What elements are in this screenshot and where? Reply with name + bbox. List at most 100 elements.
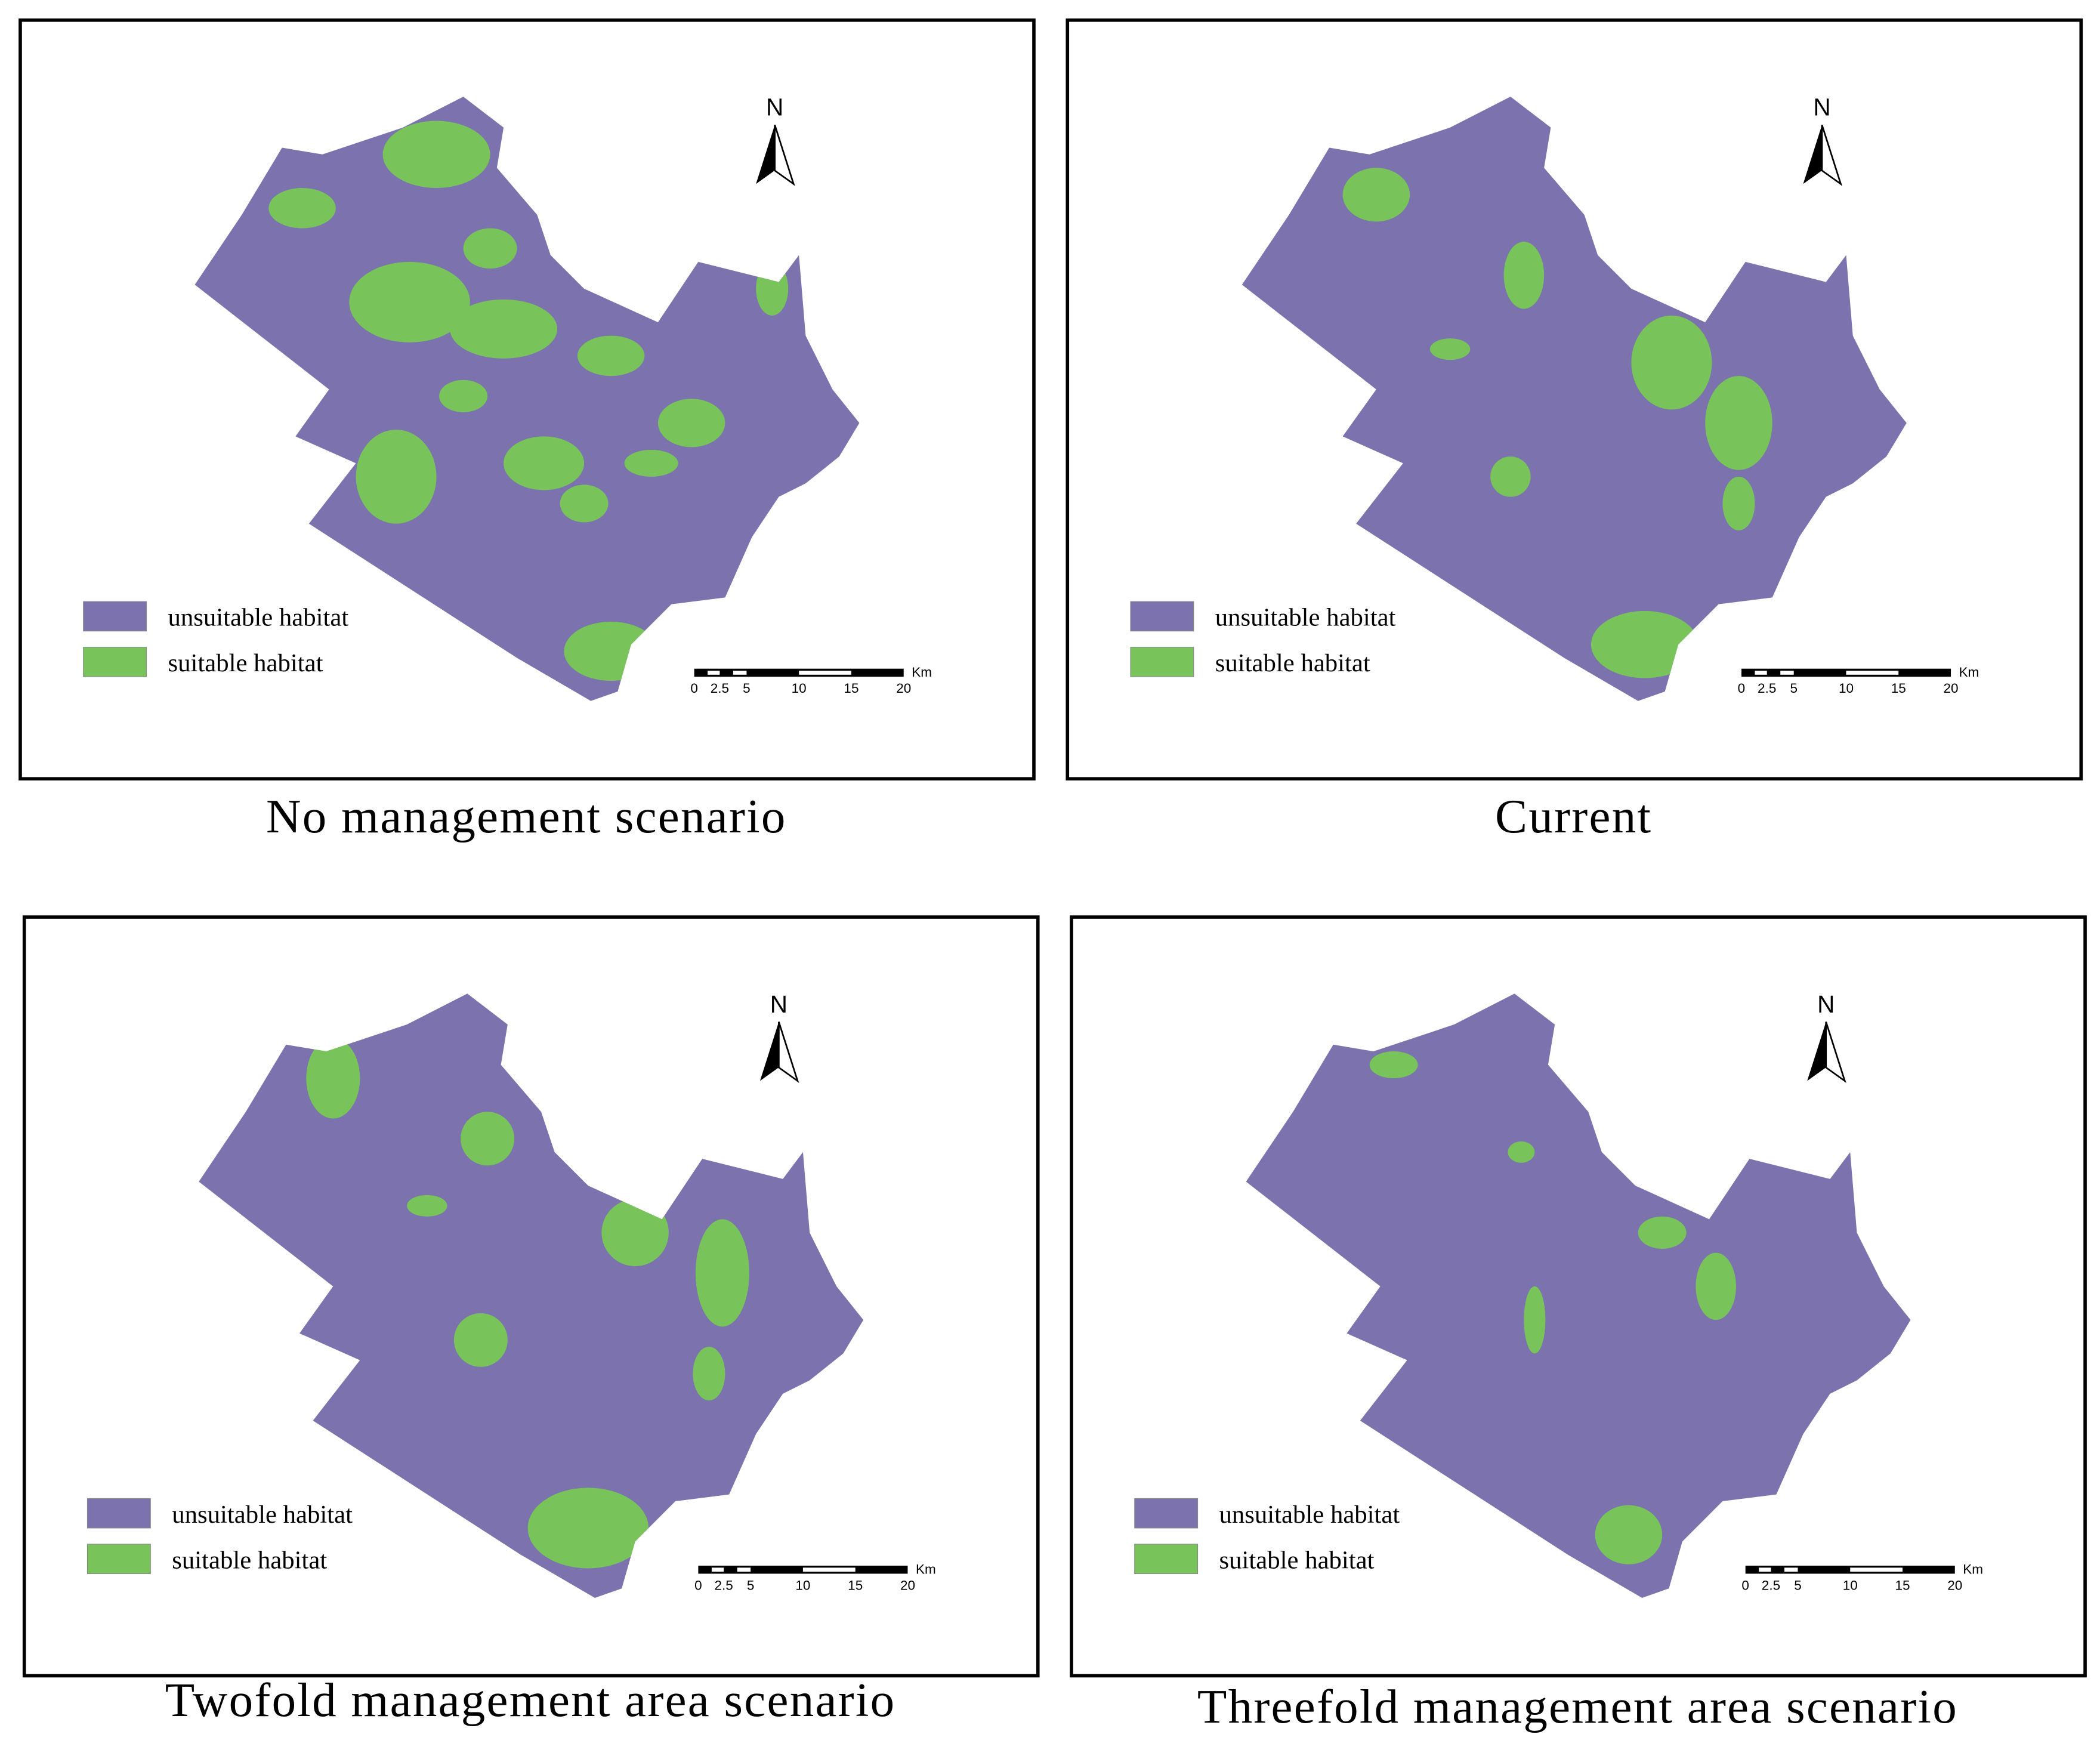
- suitable-patch: [1503, 242, 1545, 309]
- scale-bar-gap: [802, 1567, 856, 1572]
- scale-label: 10: [1839, 681, 1854, 696]
- suitable-patch: [1638, 1216, 1687, 1249]
- suitable-patch: [1342, 168, 1410, 222]
- scale-unit: Km: [916, 1562, 936, 1576]
- suitable-patch: [1524, 1286, 1546, 1354]
- legend-swatch: [87, 1544, 151, 1575]
- legend-swatch: [1134, 1544, 1199, 1575]
- suitable-patch: [1722, 476, 1755, 530]
- scale-label: 2.5: [1758, 681, 1776, 696]
- north-arrow-right: [1825, 1022, 1846, 1084]
- legend-swatch: [83, 647, 147, 677]
- north-arrow-right: [1821, 124, 1842, 186]
- suitable-patch: [1508, 1141, 1535, 1163]
- scale-label: 20: [1943, 681, 1958, 696]
- suitable-patch: [693, 1347, 725, 1401]
- scale-unit: Km: [912, 665, 932, 680]
- legend-label: unsuitable habitat: [168, 604, 348, 632]
- suitable-patch: [1490, 456, 1531, 497]
- scale-label: 10: [1843, 1578, 1858, 1593]
- scale-label: 20: [896, 681, 911, 696]
- map-panel: unsuitable habitat suitable habitat N 0 2.5 5…: [1066, 18, 2083, 781]
- scale-label: 2.5: [1762, 1578, 1780, 1593]
- suitable-patch: [1591, 610, 1698, 678]
- suitable-patch: [577, 335, 645, 377]
- legend-label: unsuitable habitat: [1219, 1501, 1400, 1529]
- suitable-patch: [461, 1112, 515, 1166]
- legend-swatch: [87, 1498, 151, 1529]
- scale-bar-gap: [1850, 1567, 1903, 1572]
- map-panel: unsuitable habitat suitable habitat N 0 2.5 5…: [18, 18, 1036, 781]
- map-panel: unsuitable habitat suitable habitat N 0 2.5 5…: [22, 915, 1040, 1678]
- suitable-patch: [527, 1488, 649, 1569]
- suitable-patch: [382, 121, 490, 189]
- scale-bar-gap: [737, 1567, 751, 1572]
- scale-unit: Km: [1963, 1562, 1983, 1576]
- suitable-patch: [695, 1219, 749, 1327]
- suitable-patch: [657, 399, 725, 448]
- scale-bar-gap: [708, 671, 720, 675]
- scale-label: 0: [694, 1578, 702, 1593]
- scale-label: 0: [1738, 681, 1746, 696]
- panel-title: Current: [1495, 789, 1652, 843]
- legend-label: suitable habitat: [1219, 1546, 1375, 1574]
- scale-label: 20: [900, 1578, 915, 1593]
- legend-swatch: [1134, 1498, 1199, 1529]
- north-arrow-right: [778, 1022, 799, 1084]
- scale-bar-gap: [1755, 671, 1767, 675]
- north-label: N: [770, 990, 788, 1018]
- scale-bar-gap: [1780, 671, 1794, 675]
- suitable-patch: [1631, 315, 1712, 410]
- suitable-patch: [463, 228, 517, 269]
- suitable-patch: [504, 436, 585, 490]
- scale-label: 0: [1741, 1578, 1749, 1593]
- suitable-patches: [1342, 168, 1772, 678]
- scale-bar-gap: [1784, 1567, 1798, 1572]
- scale-label: 10: [792, 681, 807, 696]
- suitable-patch: [349, 261, 470, 342]
- north-arrow-right: [774, 124, 795, 186]
- legend-label: unsuitable habitat: [172, 1501, 353, 1529]
- north-label: N: [1813, 94, 1830, 121]
- scale-unit: Km: [1959, 665, 1979, 680]
- scale-label: 15: [1891, 681, 1906, 696]
- suitable-patch: [453, 1313, 508, 1367]
- suitable-patch: [601, 1199, 669, 1267]
- scale-bar-gap: [711, 1567, 724, 1572]
- suitable-patch: [624, 449, 678, 477]
- study-area: [199, 993, 864, 1598]
- study-area: [1246, 993, 1911, 1598]
- north-arrow-left: [756, 125, 775, 184]
- scale-bar-gap: [1759, 1567, 1771, 1572]
- suitable-patch: [1369, 1051, 1418, 1079]
- suitable-patches: [1369, 1051, 1736, 1564]
- north-arrow-left: [759, 1022, 779, 1081]
- scale-bar-gap: [799, 671, 851, 675]
- legend-swatch: [83, 601, 147, 632]
- suitable-patch: [1696, 1252, 1736, 1320]
- scale-label: 2.5: [711, 681, 729, 696]
- scale-label: 15: [844, 681, 858, 696]
- study-area: [194, 97, 860, 701]
- suitable-patch: [450, 299, 558, 359]
- north-arrow-left: [1807, 1022, 1826, 1081]
- north-label: N: [766, 94, 783, 121]
- legend-label: unsuitable habitat: [1215, 604, 1396, 632]
- scale-label: 0: [690, 681, 698, 696]
- scale-label: 2.5: [715, 1578, 733, 1593]
- suitable-patch: [560, 485, 609, 523]
- legend-label: suitable habitat: [1215, 649, 1370, 677]
- suitable-patch: [1705, 376, 1772, 470]
- scale-label: 20: [1947, 1578, 1962, 1593]
- scale-label: 5: [747, 1578, 755, 1593]
- legend-swatch: [1130, 647, 1194, 677]
- legend-label: suitable habitat: [168, 649, 323, 677]
- suitable-patch: [439, 379, 488, 412]
- scale-label: 10: [795, 1578, 810, 1593]
- north-arrow-left: [1803, 125, 1822, 184]
- suitable-patch: [1595, 1505, 1663, 1564]
- suitable-patches: [306, 1038, 749, 1569]
- legend-swatch: [1130, 601, 1194, 632]
- suitable-patch: [1429, 338, 1471, 360]
